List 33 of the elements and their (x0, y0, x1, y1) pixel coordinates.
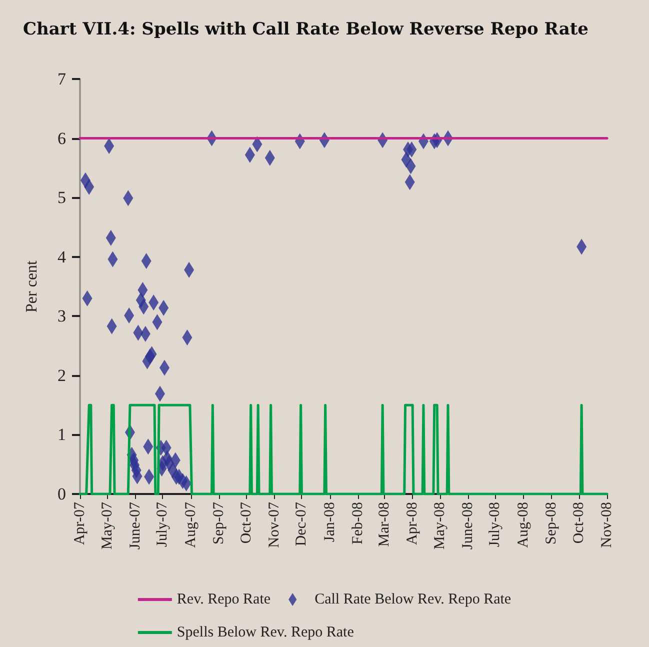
x-tick-label: May-07 (99, 502, 116, 550)
x-tick-label: Apr-08 (404, 502, 421, 546)
chart-title: Chart VII.4: Spells with Call Rate Below Reverse Repo Rate (23, 20, 589, 40)
y-axis-title: Per cent (24, 260, 40, 312)
y-tick-label: 5 (58, 188, 66, 208)
y-tick-label: 1 (58, 425, 66, 444)
legend-label: Call Rate Below Rev. Repo Rate (314, 592, 512, 608)
x-tick-label: Nov-08 (599, 502, 615, 548)
y-tick-label: 7 (58, 70, 66, 88)
y-tick-label: 4 (58, 247, 66, 266)
x-tick-label: Aug-07 (182, 502, 199, 548)
y-tick-label: 0 (58, 484, 66, 504)
y-tick-label: 2 (58, 366, 66, 385)
x-tick-label: Nov-07 (266, 502, 282, 548)
x-tick-label: Apr-07 (72, 502, 88, 546)
x-tick-label: Feb-08 (350, 502, 366, 544)
x-tick-label: July-08 (487, 502, 504, 547)
x-tick-label: July-07 (154, 502, 171, 547)
x-tick-label: Oct-07 (238, 502, 254, 544)
x-tick-label: June-08 (460, 502, 476, 550)
x-tick-label: Mar-08 (376, 502, 392, 547)
y-tick-label: 6 (58, 128, 66, 148)
x-tick-label: Sep-07 (211, 502, 228, 544)
y-tick-label: 3 (58, 306, 66, 326)
x-tick-label: June-07 (127, 502, 144, 550)
legend-label: Spells Below Rev. Repo Rate (176, 624, 354, 640)
x-tick-label: Sep-08 (544, 502, 560, 544)
x-tick-label: Dec-07 (294, 502, 310, 546)
legend-label: Rev. Repo Rate (176, 592, 271, 608)
x-tick-label: Aug-08 (515, 502, 532, 548)
x-tick-label: Oct-08 (570, 502, 587, 544)
x-tick-label: Jan-08 (322, 502, 338, 542)
x-tick-label: May-08 (432, 502, 448, 550)
